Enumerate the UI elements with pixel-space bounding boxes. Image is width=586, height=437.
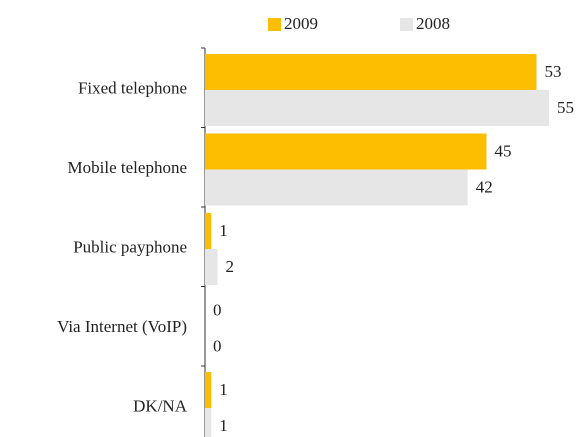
legend-swatch (268, 18, 281, 31)
legend-label: 2009 (284, 14, 318, 33)
y-tick-label: DK/NA (133, 397, 188, 416)
bar (205, 249, 218, 285)
value-label: 2 (226, 257, 235, 276)
y-tick-label: Fixed telephone (78, 79, 187, 98)
value-label: 1 (219, 221, 228, 240)
value-label: 42 (476, 177, 493, 196)
bar (205, 54, 537, 90)
value-label: 1 (219, 416, 228, 435)
y-tick-label: Public payphone (73, 238, 187, 257)
bar (205, 372, 212, 408)
value-label: 1 (219, 380, 228, 399)
y-tick-label: Mobile telephone (68, 158, 187, 177)
bar (205, 169, 468, 206)
value-label: 45 (494, 141, 511, 160)
legend-label: 2008 (416, 14, 450, 33)
legend-swatch (400, 18, 413, 31)
bar (205, 408, 212, 437)
bar (205, 213, 212, 249)
value-label: 55 (557, 98, 574, 117)
value-label: 53 (544, 62, 561, 81)
bar (205, 133, 487, 170)
value-label: 0 (213, 336, 222, 355)
value-label: 0 (213, 300, 222, 319)
bar (205, 90, 549, 126)
y-tick-label: Via Internet (VoIP) (57, 317, 187, 336)
